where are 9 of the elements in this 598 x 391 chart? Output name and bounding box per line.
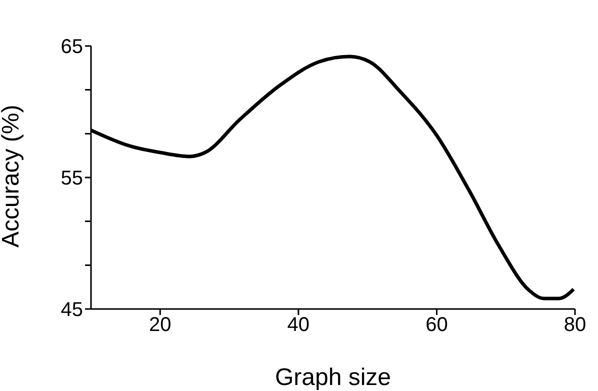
x-tick-label: 20 — [149, 314, 172, 336]
x-tick-label: 80 — [564, 314, 586, 336]
y-tick-label: 65 — [60, 36, 83, 58]
x-axis-title: Graph size — [274, 364, 392, 391]
y-axis-title: Accuracy (%) — [0, 104, 25, 248]
x-tick-label: 40 — [287, 314, 310, 336]
y-tick-label: 45 — [60, 299, 83, 322]
x-tick-label: 60 — [426, 314, 448, 336]
y-tick-label: 55 — [60, 168, 83, 190]
